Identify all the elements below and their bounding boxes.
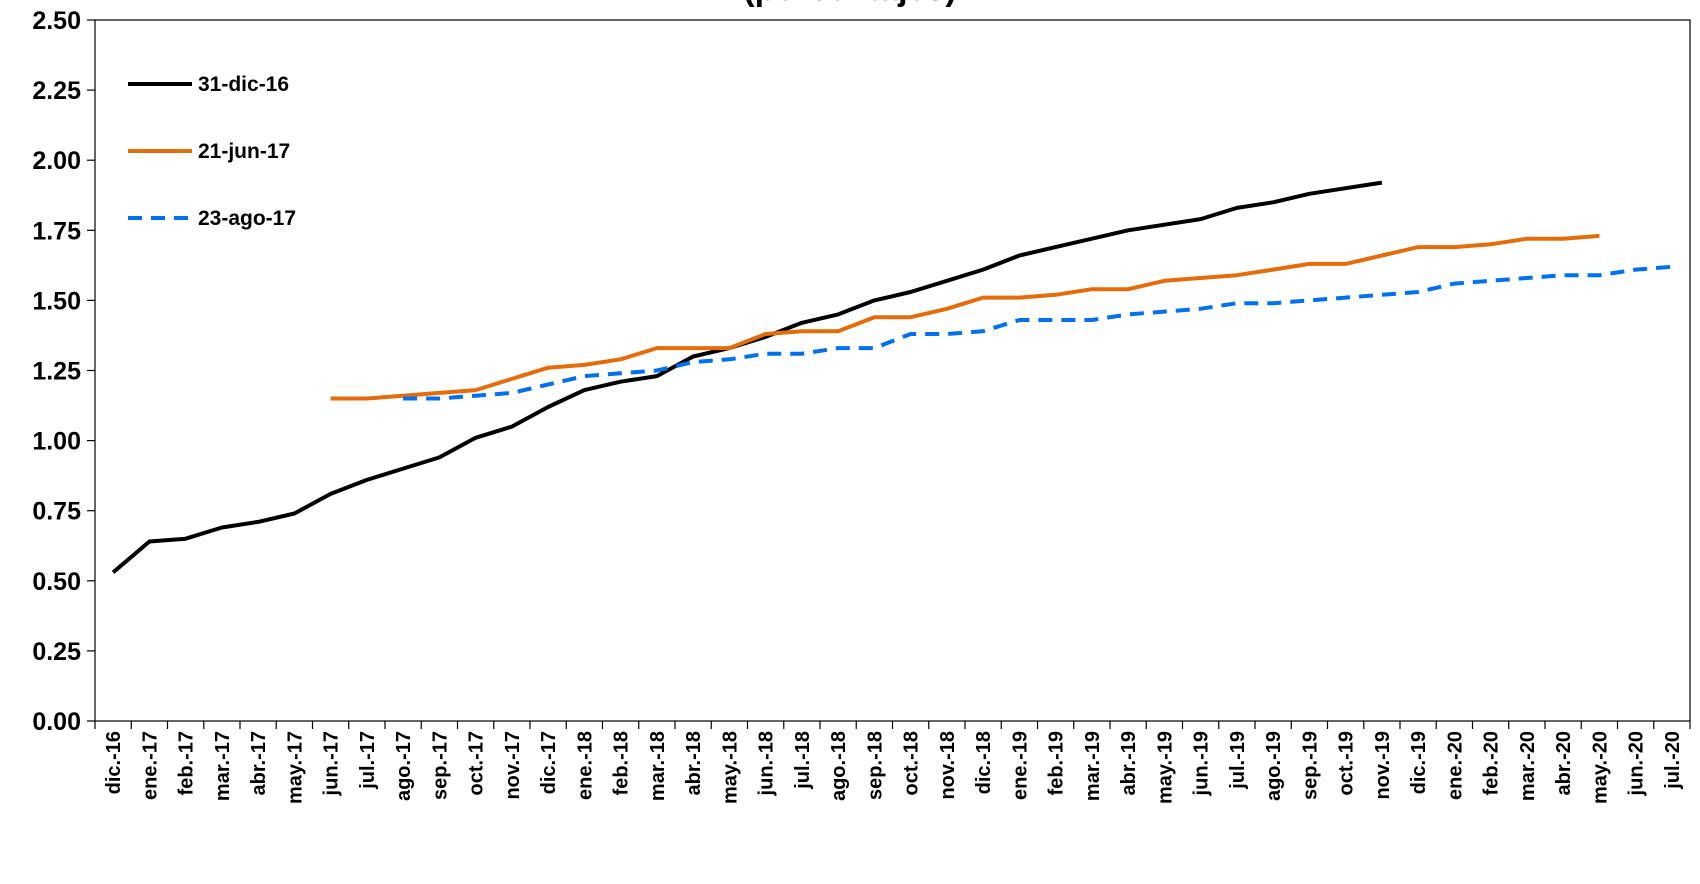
- x-tick-label: feb.-17: [176, 731, 198, 795]
- x-tick-label: nov.-17: [502, 731, 524, 800]
- x-tick-label: jun.-19: [1191, 731, 1213, 796]
- x-tick-label: abr.-18: [683, 731, 705, 795]
- y-tick-label: 1.25: [32, 358, 81, 386]
- x-tick-label: sep.-17: [429, 731, 451, 800]
- legend-label: 23-ago-17: [198, 207, 296, 230]
- x-tick-label: abr.-19: [1118, 731, 1140, 795]
- x-tick-label: oct.-19: [1336, 731, 1358, 795]
- x-tick-label: mar.-17: [212, 731, 234, 801]
- x-tick-label: may.-19: [1154, 731, 1176, 804]
- x-tick-label: jun.-17: [321, 731, 343, 796]
- series-line: [403, 264, 1673, 401]
- x-tick-label: jun.-18: [756, 731, 778, 796]
- x-tick-label: ago.-17: [393, 731, 415, 801]
- series-line: [111, 180, 1383, 574]
- x-tick-label: mar.-19: [1082, 731, 1104, 801]
- x-tick-label: dic.-18: [973, 731, 995, 794]
- legend-label: 31-dic-16: [198, 73, 289, 96]
- x-tick-label: jun.-20: [1626, 731, 1648, 796]
- y-tick-label: 1.00: [32, 428, 81, 456]
- x-tick-label: sep.-18: [864, 731, 886, 800]
- x-tick-label: jul.-19: [1227, 731, 1249, 790]
- x-tick-label: jul.-20: [1662, 731, 1684, 790]
- legend-label: 21-jun-17: [198, 140, 290, 163]
- x-tick-label: nov.-18: [937, 731, 959, 800]
- x-tick-label: ene.-17: [139, 731, 161, 800]
- x-tick-label: ene.-20: [1444, 731, 1466, 800]
- x-tick-label: nov.-19: [1372, 731, 1394, 800]
- x-tick-label: mar.-18: [647, 731, 669, 801]
- x-tick-label: mar.-20: [1517, 731, 1539, 801]
- x-tick-label: may.-18: [719, 731, 741, 804]
- plot-area: [94, 19, 1691, 722]
- y-tick-label: 2.25: [32, 77, 81, 105]
- x-tick-label: feb.-18: [611, 731, 633, 795]
- x-tick-label: oct.-18: [901, 731, 923, 795]
- x-tick-label: abr.-17: [248, 731, 270, 795]
- x-tick-label: may.-20: [1589, 731, 1611, 804]
- y-tick-label: 0.75: [32, 498, 81, 526]
- x-tick-label: dic.-19: [1408, 731, 1430, 794]
- series-line: [330, 233, 1600, 401]
- x-tick-label: jul.-17: [357, 731, 379, 790]
- x-tick-label: dic.-16: [103, 731, 125, 794]
- y-tick-label: 2.50: [32, 7, 81, 35]
- y-tick-label: 0.00: [32, 708, 81, 736]
- y-tick-label: 1.50: [32, 287, 81, 315]
- y-tick-label: 2.00: [32, 147, 81, 175]
- x-tick-label: ago.-18: [828, 731, 850, 801]
- x-tick-label: feb.-20: [1481, 731, 1503, 795]
- x-tick-label: ago.-19: [1263, 731, 1285, 801]
- x-tick-label: dic.-17: [538, 731, 560, 794]
- x-tick-label: jul.-18: [792, 731, 814, 790]
- x-tick-label: ene.-19: [1009, 731, 1031, 800]
- x-tick-label: sep.-19: [1299, 731, 1321, 800]
- x-tick-label: feb.-19: [1046, 731, 1068, 795]
- x-tick-label: ene.-18: [574, 731, 596, 800]
- x-tick-label: abr.-20: [1553, 731, 1575, 795]
- chart-title: (porcentajes): [0, 0, 1700, 9]
- x-tick-label: oct.-17: [466, 731, 488, 795]
- y-tick-label: 0.25: [32, 638, 81, 666]
- y-tick-label: 0.50: [32, 568, 81, 596]
- y-tick-label: 1.75: [32, 217, 81, 245]
- x-tick-label: may.-17: [284, 731, 306, 804]
